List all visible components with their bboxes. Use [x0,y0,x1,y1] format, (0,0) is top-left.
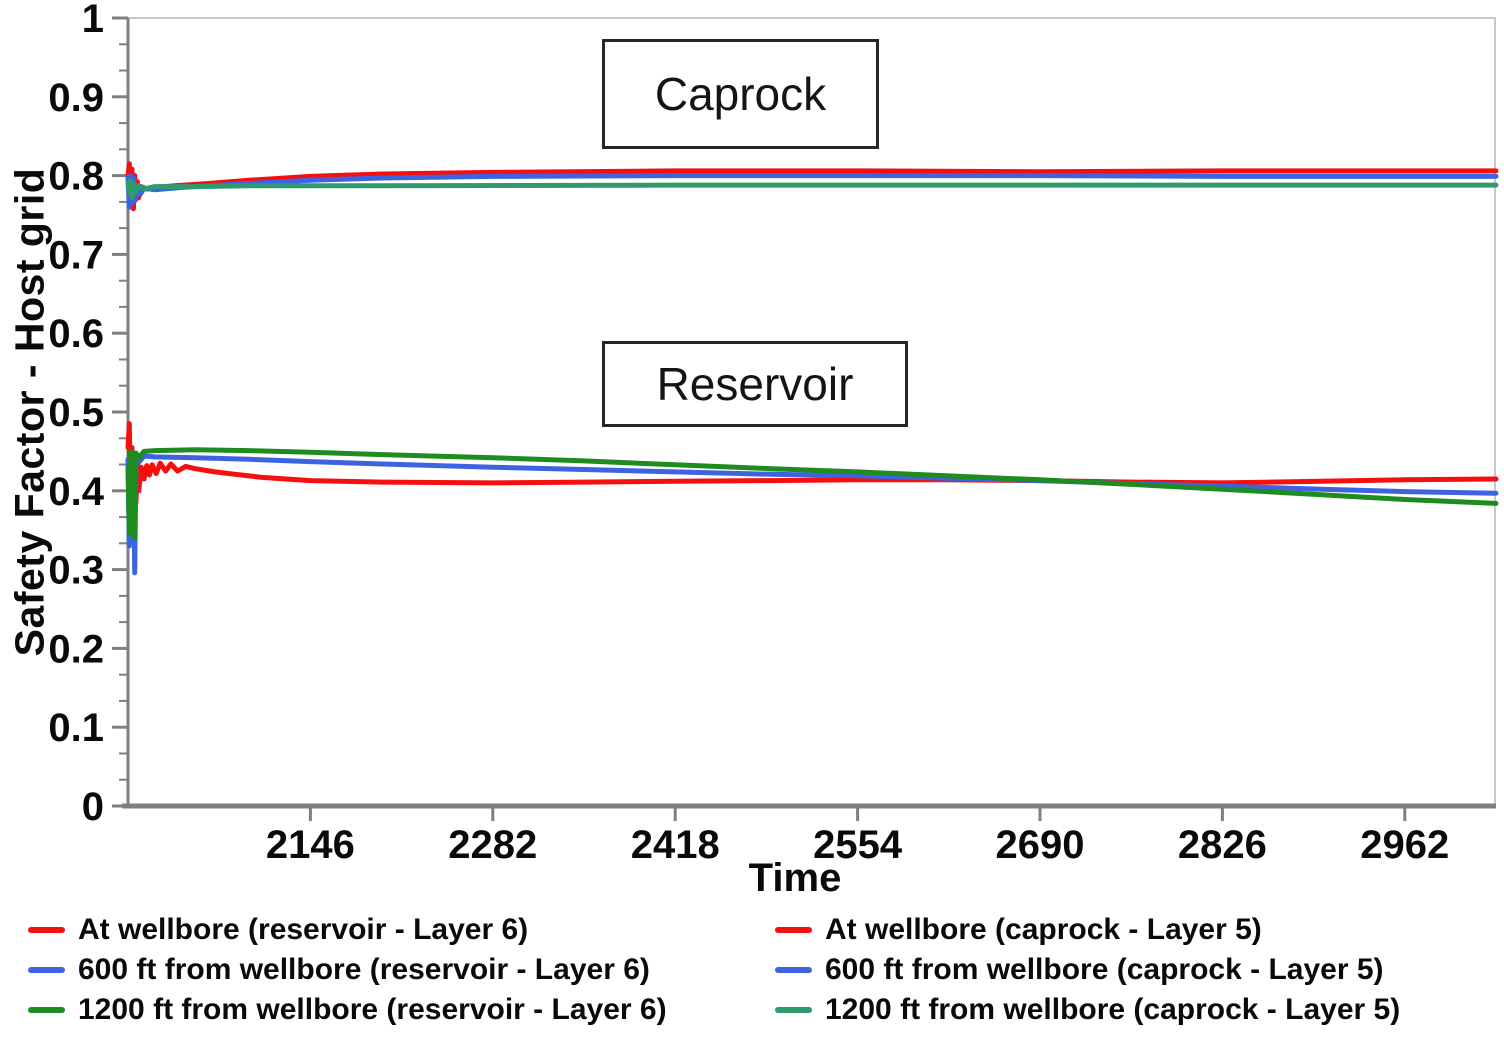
legend: At wellbore (reservoir - Layer 6) 600 ft… [28,910,1400,1030]
x-tick-label: 2826 [1178,823,1267,867]
plot-area: 0 0.1 0.2 0.3 0.4 0.5 0.6 0.7 0.8 0.9 1 2146 2282 241… [48,0,1499,867]
x-tick-label: 2146 [266,823,355,867]
annotation-reservoir-label: Reservoir [656,358,854,410]
y-tick-label: 0.9 [48,76,104,120]
y-tick-label: 0.4 [48,470,104,514]
series-line-reservoir-1200ft [125,447,1499,541]
series-line-caprock-1200ft [125,177,1499,201]
annotation-caprock-box: Caprock [602,39,879,149]
legend-swatch-green-icon [28,1007,65,1013]
legend-swatch-blue-icon [775,967,812,973]
y-tick-label: 1 [82,0,104,41]
y-axis-title: Safety Factor - Host grid [6,167,53,657]
annotation-reservoir-box: Reservoir [602,341,908,427]
y-tick-label: 0.3 [48,549,104,593]
legend-label: 1200 ft from wellbore (reservoir - Layer… [78,993,667,1026]
y-tick-label: 0.7 [48,233,104,277]
y-tick-label: 0.5 [48,391,104,435]
legend-label: 600 ft from wellbore (reservoir - Layer … [78,953,650,986]
x-tick-label: 2282 [448,823,537,867]
legend-label: At wellbore (caprock - Layer 5) [825,913,1262,946]
x-tick-label: 2554 [813,823,903,867]
legend-item-reservoir-at-wellbore: At wellbore (reservoir - Layer 6) [28,913,775,947]
y-tick-label: 0 [82,785,104,829]
legend-item-caprock-at-wellbore: At wellbore (caprock - Layer 5) [775,913,1400,947]
annotation-caprock-label: Caprock [654,68,827,120]
y-tick-label: 0.1 [48,706,104,750]
x-tick-label: 2962 [1360,823,1449,867]
x-axis-title: Time [748,856,842,900]
legend-swatch-blue-icon [28,967,65,973]
y-tick-label: 0.8 [48,155,104,199]
y-tick-label: 0.2 [48,627,104,671]
x-tick-label: 2690 [996,823,1085,867]
legend-swatch-seagreen-icon [775,1007,812,1013]
legend-swatch-red-icon [775,927,812,933]
legend-swatch-red-icon [28,927,65,933]
legend-item-caprock-1200ft: 1200 ft from wellbore (caprock - Layer 5… [775,993,1400,1027]
x-tick-label: 2418 [631,823,720,867]
series-line-caprock-600ft [125,173,1499,210]
y-tick-label: 0.6 [48,312,104,356]
legend-item-reservoir-600ft: 600 ft from wellbore (reservoir - Layer … [28,953,775,987]
legend-label: 600 ft from wellbore (caprock - Layer 5) [825,953,1384,986]
legend-label: 1200 ft from wellbore (caprock - Layer 5… [825,993,1401,1026]
legend-label: At wellbore (reservoir - Layer 6) [78,913,529,946]
legend-item-caprock-600ft: 600 ft from wellbore (caprock - Layer 5) [775,953,1400,987]
legend-item-reservoir-1200ft: 1200 ft from wellbore (reservoir - Layer… [28,993,775,1027]
